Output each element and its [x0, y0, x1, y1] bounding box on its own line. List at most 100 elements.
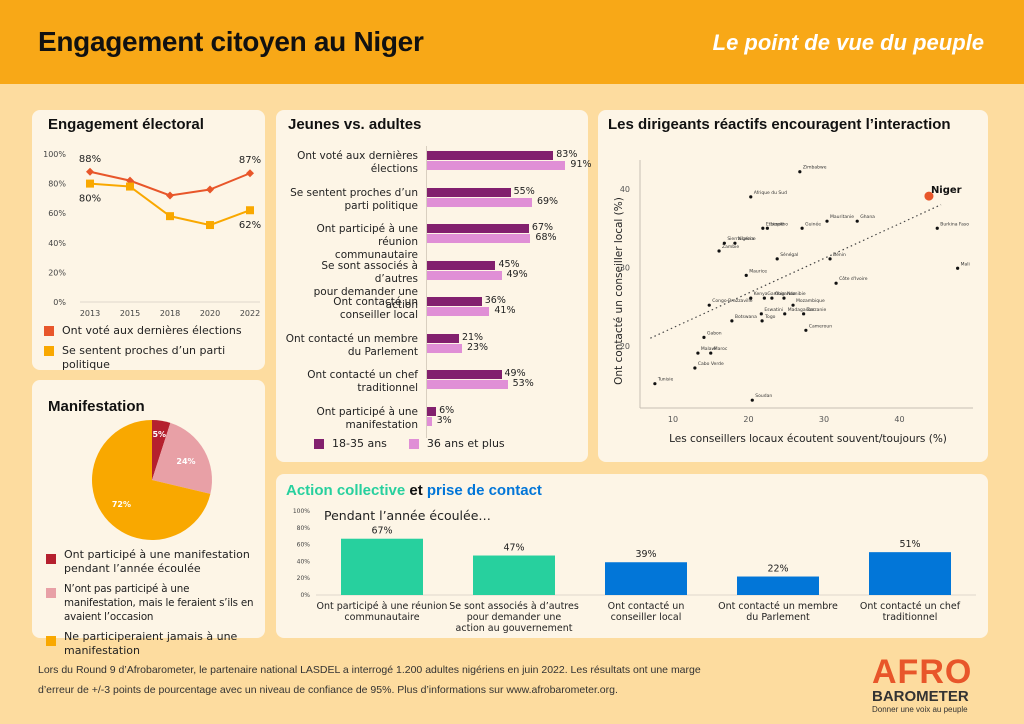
trend-line: [650, 204, 942, 339]
scatter-label: Zambie: [722, 244, 739, 250]
footer-line-2: d’erreur de +/-3 points de pourcentage a…: [38, 684, 618, 696]
scatter-label: Tanzanie: [806, 307, 827, 313]
category-label-line: Ont contacté un: [333, 296, 418, 308]
scatter-label: Sénégal: [780, 251, 798, 258]
scatter-point: [762, 296, 766, 300]
bar-value-label: 67%: [531, 222, 554, 233]
category-label: Ont contacté un conseiller local: [280, 296, 418, 322]
manifestation-title: Manifestation: [48, 398, 145, 415]
scatter-point: [722, 241, 726, 245]
footer-methodology: Lors du Round 9 d’Afrobarometer, le part…: [38, 660, 858, 700]
category-label: Ont participé à une manifestation: [280, 406, 418, 432]
logo-barometer-text: BAROMETER: [872, 688, 969, 705]
scatter-label: Botswana: [735, 314, 757, 320]
collective-title: Action collective et prise de contact: [286, 482, 542, 499]
legend-swatch: [46, 636, 56, 646]
scatter-label: Gambie: [767, 291, 785, 297]
pie-slice: [92, 420, 211, 540]
bar-value-label: 3%: [436, 414, 452, 426]
scatter-point: [770, 296, 774, 300]
bar-value-label: 6%: [439, 404, 455, 416]
bar-value-label: 55%: [513, 185, 535, 197]
scatter-point: [935, 226, 939, 230]
scatter-label: Bénin: [833, 251, 846, 258]
scatter-point: [717, 249, 721, 253]
category-label-line: du Parlement: [347, 345, 418, 358]
scatter-label: Maroc: [714, 346, 728, 352]
y-tick-label: 80%: [48, 180, 66, 189]
y-tick-label: 0%: [300, 592, 310, 599]
category-label: conseiller local: [611, 612, 682, 623]
x-tick-label: 40: [894, 415, 904, 424]
legend-label: Ont participé à une manifestation pendan…: [64, 548, 250, 575]
bar-adult: [427, 343, 462, 353]
scatter-label: Afrique du Sud: [754, 190, 787, 196]
x-tick-label: 20: [743, 415, 753, 424]
electoral-legend: Ont voté aux dernières élections Se sent…: [44, 324, 265, 378]
bar-adult: [427, 270, 502, 280]
bar-young: [427, 333, 459, 343]
data-label: 88%: [79, 154, 101, 165]
scatter-label: Maurice: [749, 268, 767, 274]
scatter-label: Lesotho: [770, 221, 788, 227]
category-label: communautaire: [344, 612, 419, 623]
y-tick-label: 100%: [43, 150, 66, 159]
y-tick-label: 80%: [297, 525, 311, 532]
legend-label: N’ont pas participé à une manifestation,…: [64, 583, 254, 623]
y-axis-line: [426, 146, 427, 438]
scatter-label: Mozambique: [796, 298, 825, 304]
data-point: [246, 206, 254, 215]
x-tick-label: 2013: [80, 309, 100, 318]
category-label: Ont contacté un membre: [718, 601, 838, 612]
data-point: [86, 179, 94, 188]
category-label: action au gouvernement: [456, 623, 573, 634]
scatter-point: [802, 312, 806, 316]
data-point: [166, 212, 174, 221]
legend-item-voted: Ont voté aux dernières élections: [44, 324, 265, 338]
bar-adult: [427, 307, 490, 316]
data-label: 62%: [239, 220, 261, 231]
title-part-collective: Action collective: [286, 482, 406, 499]
category-label-line: élections: [370, 163, 418, 175]
bar-value-label: 69%: [536, 195, 559, 207]
scatter-point: [834, 281, 838, 285]
scatter-label: Kenya: [754, 291, 768, 297]
scatter-point: [759, 312, 763, 316]
scatter-label: Malawi: [701, 346, 717, 352]
bar-value-label: 83%: [556, 149, 578, 160]
legend-label: Ne participeraient jamais à une manifest…: [64, 630, 238, 657]
scatter-point: [783, 312, 787, 316]
x-tick-label: 2018: [160, 309, 180, 318]
category-label-line: Ont participé à une: [316, 405, 418, 418]
y-tick-label: 100%: [293, 508, 310, 515]
category-label-line: Ont voté aux dernières: [297, 150, 418, 162]
card-electoral: Engagement électoral 0% 20% 40% 60% 80% 100% 2…: [32, 110, 265, 371]
scatter-label: Nigéria: [738, 235, 754, 242]
bar-young: [427, 260, 496, 270]
scatter-label: Ouganda: [775, 291, 796, 297]
y-tick-label: 30: [620, 264, 630, 273]
legend-label: 18-35 ans: [332, 437, 387, 450]
data-point: [126, 182, 134, 191]
scatter-label: Burkina Faso: [940, 221, 969, 227]
category-label-line: conseiller local: [339, 309, 418, 321]
bar-value-label: 22%: [767, 564, 788, 575]
scatter-label: Côte d'Ivoire: [839, 275, 868, 282]
x-tick-label: 2020: [200, 309, 220, 318]
scatter-point: [760, 319, 764, 323]
page-title: Engagement citoyen au Niger: [38, 26, 424, 57]
pie-label: 5%: [152, 430, 166, 439]
scatter-label: Zimbabwe: [803, 165, 827, 171]
category-label: Ont participé à une réunion: [317, 601, 448, 612]
category-label-line: parti politique: [344, 199, 418, 212]
scatter-point: [761, 226, 765, 230]
logo-tagline: Donner une voix au peuple: [872, 705, 968, 714]
category-label: Ont contacté un chef: [860, 601, 961, 612]
bar-value-label: 49%: [506, 268, 528, 280]
scatter-point: [733, 241, 737, 245]
scatter-point: [709, 351, 713, 355]
legend-swatch: [408, 439, 419, 449]
data-label: 80%: [79, 194, 101, 205]
category-label-line: Se sont associés à d’autres: [321, 259, 418, 285]
category-label-line: Ont participé à une réunion: [316, 223, 418, 248]
